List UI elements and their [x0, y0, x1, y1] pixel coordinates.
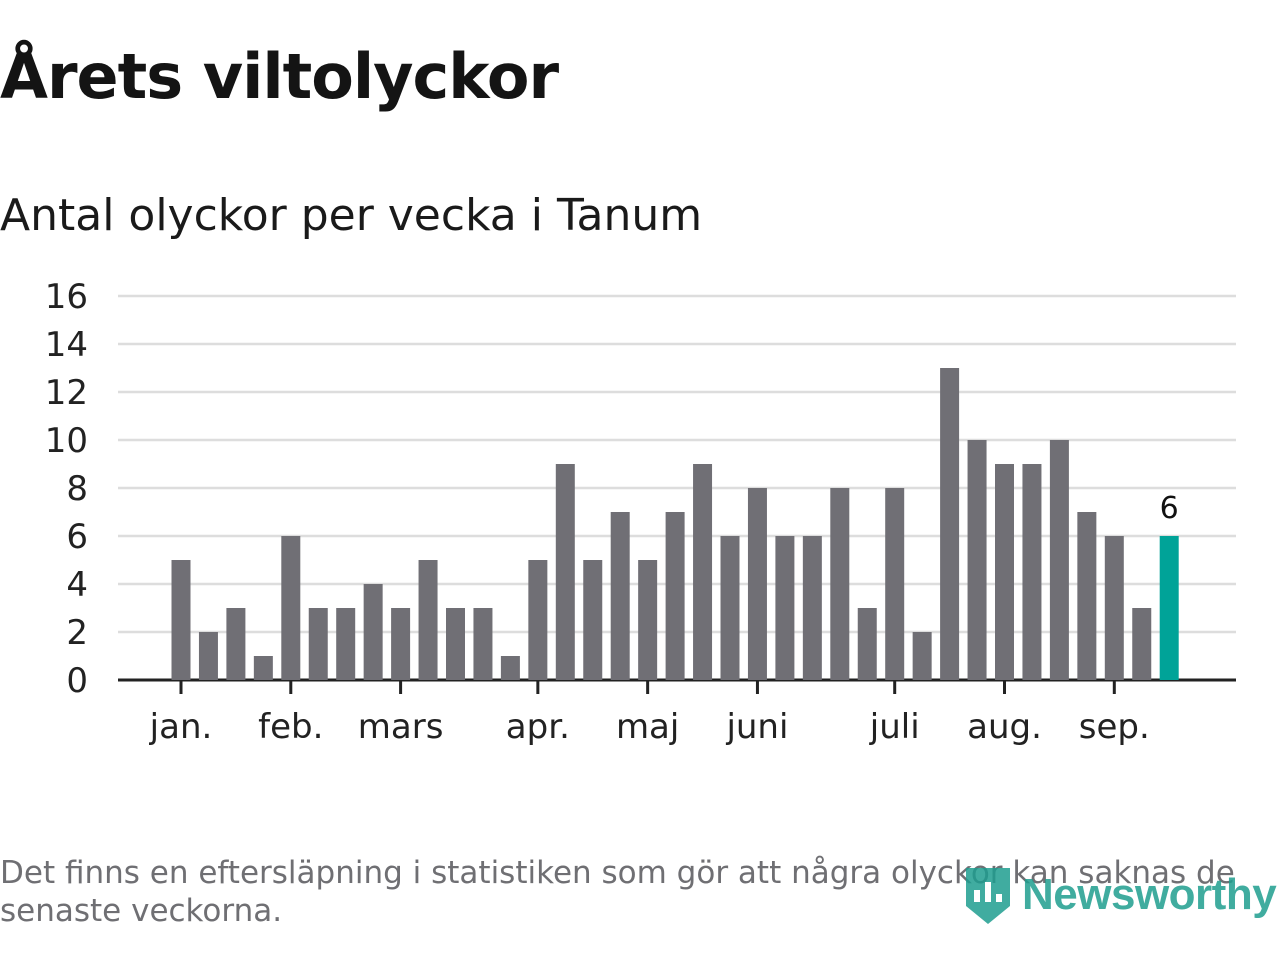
bar — [1077, 512, 1097, 680]
last-value-label: 6 — [1160, 491, 1179, 526]
bar — [363, 584, 383, 680]
bar — [198, 632, 218, 680]
bar-chart-pin-icon — [966, 868, 1010, 924]
bar-highlight — [1159, 536, 1179, 680]
y-tick-label: 14 — [45, 325, 88, 365]
bar — [308, 608, 328, 680]
bar — [583, 560, 603, 680]
x-tick-label: maj — [616, 707, 679, 747]
bar — [720, 536, 740, 680]
y-tick-label: 8 — [66, 469, 88, 509]
y-tick-label: 2 — [66, 613, 88, 653]
brand-logo: Newsworthy — [962, 862, 1277, 928]
y-tick-label: 12 — [45, 373, 88, 413]
bar — [281, 536, 301, 680]
y-tick-label: 16 — [45, 277, 88, 317]
footnote: Det finns en eftersläpning i statistiken… — [0, 855, 1235, 929]
bar — [336, 608, 356, 680]
bar — [1022, 464, 1042, 680]
gridlines — [118, 294, 1236, 682]
bar — [446, 608, 465, 680]
bar — [528, 560, 548, 680]
x-tick-label: sep. — [1079, 707, 1150, 747]
y-axis-ticks: 0 2 4 6 8 10 12 14 16 — [45, 277, 88, 701]
bar — [775, 536, 795, 680]
y-tick-label: 6 — [66, 517, 88, 557]
bar — [885, 488, 905, 680]
x-tick-label: jan. — [149, 707, 213, 747]
bar — [391, 608, 411, 680]
chart-subtitle: Antal olyckor per vecka i Tanum — [0, 190, 703, 241]
bar — [940, 368, 960, 680]
x-tick-label: juni — [725, 707, 788, 747]
bar — [610, 512, 630, 680]
x-tick-label: feb. — [258, 707, 323, 747]
x-axis-ticks: jan. feb. mars apr. maj juni juli aug. sep. — [149, 680, 1150, 747]
x-tick-label: apr. — [506, 707, 570, 747]
bar — [967, 440, 987, 680]
data-labels: 6 — [1160, 491, 1179, 526]
y-tick-label: 10 — [45, 421, 88, 461]
bar — [747, 488, 767, 680]
y-tick-label: 0 — [66, 661, 88, 701]
bar — [693, 464, 713, 680]
bar — [665, 512, 685, 680]
bar — [226, 608, 246, 680]
bar — [857, 608, 877, 680]
bar — [253, 656, 273, 680]
x-tick-label: juli — [869, 707, 920, 747]
x-tick-label: aug. — [967, 707, 1042, 747]
bar — [1104, 536, 1124, 680]
bar — [555, 464, 575, 680]
brand-name: Newsworthy — [1022, 870, 1277, 919]
bar — [473, 608, 493, 680]
bar — [638, 560, 658, 680]
bars — [171, 368, 1179, 680]
bar — [995, 464, 1014, 680]
bar — [500, 656, 520, 680]
bar — [912, 632, 932, 680]
bar — [1132, 608, 1152, 680]
bar — [171, 560, 191, 680]
y-tick-label: 4 — [66, 565, 88, 605]
chart-title: Årets viltolyckor — [0, 40, 559, 113]
bar — [802, 536, 822, 680]
bar — [418, 560, 438, 680]
bar — [830, 488, 850, 680]
bar — [1049, 440, 1069, 680]
bar-chart: 0 2 4 6 8 10 12 14 16 jan. feb. mars apr. maj juni jul… — [45, 277, 1236, 747]
x-tick-label: mars — [358, 707, 444, 747]
